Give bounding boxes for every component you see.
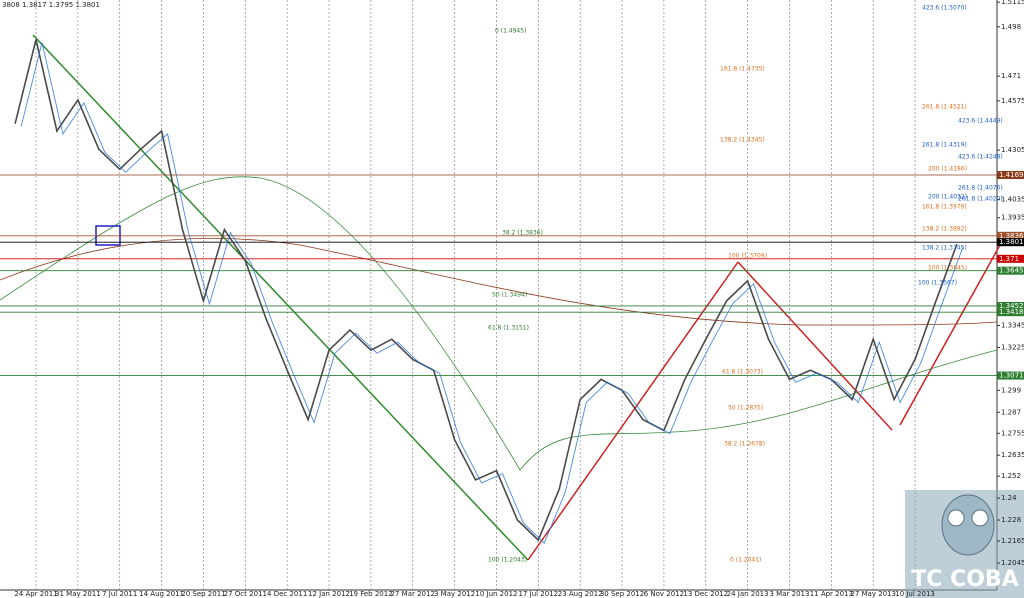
- x-tick-label: 14 Aug 2011: [139, 590, 184, 598]
- x-tick-label: 27 Mar 2012: [391, 590, 435, 598]
- price-tag: [997, 301, 1024, 310]
- y-tick-label: 1.252: [1001, 472, 1021, 480]
- price-tag-label: 1.371: [999, 255, 1019, 263]
- y-tick-label: 1.2045: [1001, 559, 1024, 567]
- price-tag-label: 1.3071: [999, 372, 1024, 380]
- price-tag: [997, 170, 1024, 179]
- owl: [941, 494, 995, 556]
- price-tag-label: 1.3418: [999, 308, 1024, 316]
- chart-title: 3808 1.3817 1.3795 1.3801: [2, 1, 100, 9]
- trend-line: [737, 261, 893, 431]
- logo: TC COBA: [905, 490, 1024, 598]
- moving-average: [0, 237, 998, 326]
- x-tick-label: 4 Dec 2011: [267, 590, 307, 598]
- x-tick-label: 17 Jul 2012: [519, 590, 559, 598]
- x-tick-label: 23 Aug 2012: [558, 590, 603, 598]
- fib-label: 261.8 (1.4319): [922, 142, 967, 149]
- x-tick-label: 10 Jul 2013: [895, 590, 935, 598]
- x-tick-label: 12 Jan 2012: [308, 590, 350, 598]
- fib-label: 261.8 (1.4020): [958, 196, 1003, 203]
- fib-label: 161.8 (1.3979): [922, 204, 967, 211]
- fib-label: 61.8 (1.3151): [488, 325, 529, 332]
- fib-label: 100 (1.3709): [728, 253, 767, 260]
- y-tick-label: 1.498: [1001, 23, 1021, 31]
- y-tick-label: 1.2165: [1001, 537, 1024, 545]
- y-tick-label: 1.24: [1001, 494, 1017, 502]
- fib-label: 0 (1.4945): [495, 28, 526, 35]
- price-tag: [997, 308, 1024, 317]
- price-line: [14, 39, 958, 542]
- fib-label: 138.2 (1.3892): [922, 226, 967, 233]
- price-tag: [997, 254, 1024, 263]
- x-tick-label: 13 Dec 2012: [683, 590, 728, 598]
- x-tick-label: 27 May 2013: [850, 590, 896, 598]
- y-tick-label: 1.4305: [1001, 146, 1024, 154]
- price-tag-label: 1.3645: [999, 267, 1024, 275]
- price-tag: [997, 231, 1024, 240]
- fib-label: 61.8 (1.3073): [722, 369, 763, 376]
- fib-label: 261.8 (1.4076): [958, 185, 1003, 192]
- fib-label: 100 (1.3567): [918, 280, 957, 287]
- y-tick-label: 1.4035: [1001, 195, 1024, 203]
- fib-label: 0 (1.2041): [730, 557, 761, 564]
- y-tick-label: 1.287: [1001, 408, 1021, 416]
- y-tick-label: 1.2755: [1001, 429, 1024, 437]
- price-tag-label: 1.3801: [999, 238, 1024, 246]
- owl-eye: [971, 509, 989, 527]
- x-tick-label: 3 May 2012: [434, 590, 475, 598]
- fib-label: 161.8 (1.4735): [720, 66, 765, 73]
- x-tick-label: 20 Sep 2011: [181, 590, 225, 598]
- brand: TC COBA: [911, 567, 1018, 592]
- x-tick-label: 3 Mar 2013: [770, 590, 810, 598]
- fib-label: 138.2 (1.3745): [922, 245, 967, 252]
- fib-label: 423.6 (1.4449): [958, 118, 1003, 125]
- y-tick-label: 1.471: [1001, 72, 1021, 80]
- trend-line: [527, 261, 739, 561]
- x-tick-label: 24 Apr 2011: [14, 590, 57, 598]
- fib-label: 423.6 (1.5070): [922, 5, 967, 12]
- x-tick-label: 31 May 2011: [55, 590, 101, 598]
- x-tick-label: 10 Jun 2012: [475, 590, 517, 598]
- x-tick-label: 19 Feb 2012: [349, 590, 393, 598]
- price-line-blue: [20, 42, 964, 544]
- fib-label: 50 (1.3494): [492, 292, 527, 299]
- fib-label: 38.2 (1.3836): [502, 230, 543, 237]
- y-tick-label: 1.228: [1001, 516, 1021, 524]
- price-tag-label: 1.3836: [999, 232, 1024, 240]
- y-tick-label: 1.5115: [1001, 0, 1024, 6]
- fib-label: 261.8 (1.4521): [922, 104, 967, 111]
- fib-label: 138.2 (1.4345): [720, 137, 765, 144]
- fib-label: 100 (1.2043): [488, 557, 527, 564]
- price-tag: [997, 371, 1024, 380]
- x-tick-label: 24 Jan 2013: [727, 590, 769, 598]
- price-tag-label: 1.4169: [999, 171, 1024, 179]
- y-tick-label: 1.3345: [1001, 322, 1024, 330]
- y-tick-label: 1.4575: [1001, 97, 1024, 105]
- y-tick-label: 1.2635: [1001, 451, 1024, 459]
- y-tick-label: 1.3935: [1001, 214, 1024, 222]
- trend-line: [32, 34, 529, 561]
- y-tick-label: 1.3225: [1001, 343, 1024, 351]
- moving-average: [0, 176, 998, 471]
- fib-label: 423.6 (1.4248): [958, 154, 1003, 161]
- x-tick-label: 6 Nov 2012: [644, 590, 684, 598]
- fib-label: 200 (1.4032): [928, 194, 967, 201]
- fib-label: 38.2 (1.2678): [724, 441, 765, 448]
- price-tag-label: 1.3452: [999, 302, 1024, 310]
- x-tick-label: 7 Jul 2011: [102, 590, 137, 598]
- x-tick-label: 30 Sep 2012: [600, 590, 644, 598]
- fib-label: 100 (1.3645): [928, 265, 967, 272]
- price-tag: [997, 266, 1024, 275]
- owl-eye: [947, 509, 965, 527]
- fib-label: 200 (1.4186): [928, 166, 967, 173]
- trend-line: [899, 244, 1001, 426]
- x-tick-label: 27 Oct 2011: [224, 590, 267, 598]
- price-tag: [997, 238, 1024, 247]
- y-tick-label: 1.299: [1001, 386, 1021, 394]
- x-tick-label: 11 Apr 2013: [810, 590, 853, 598]
- fib-label: 50 (1.2875): [728, 405, 763, 412]
